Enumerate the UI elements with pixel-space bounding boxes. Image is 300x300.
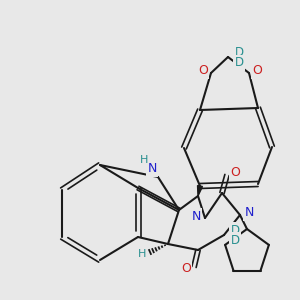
Text: H: H [140,155,148,165]
Polygon shape [197,185,202,196]
Text: O: O [252,64,262,77]
Text: N: N [147,163,157,176]
Text: D: D [234,56,244,70]
Text: O: O [181,262,191,275]
Text: O: O [230,167,240,179]
Text: O: O [198,64,208,77]
Text: D: D [230,224,240,236]
Text: H: H [138,249,146,259]
Text: N: N [244,206,254,220]
Text: D: D [230,233,240,247]
Text: D: D [234,46,244,59]
Text: N: N [191,209,201,223]
